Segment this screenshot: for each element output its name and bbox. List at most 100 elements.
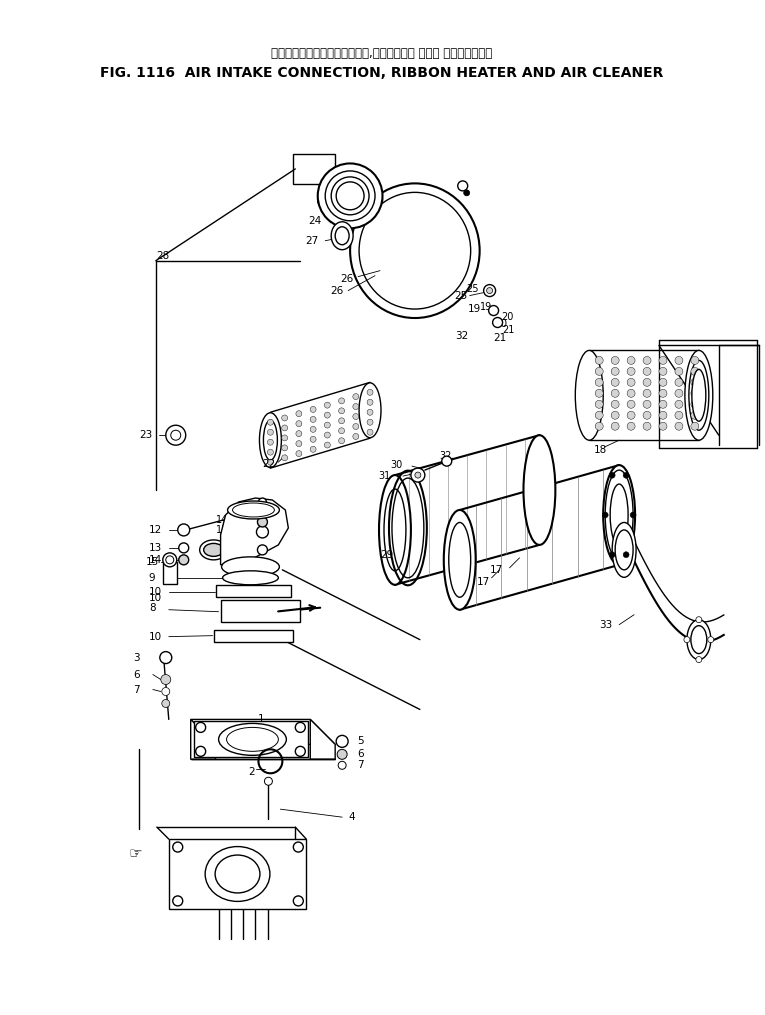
- Circle shape: [310, 426, 316, 432]
- Text: 12: 12: [149, 525, 162, 535]
- Circle shape: [595, 400, 603, 408]
- Circle shape: [196, 723, 206, 733]
- Circle shape: [339, 418, 344, 424]
- Circle shape: [353, 433, 359, 439]
- Text: 8: 8: [149, 603, 155, 613]
- Circle shape: [609, 552, 615, 557]
- Ellipse shape: [317, 163, 382, 228]
- Text: 6: 6: [357, 749, 363, 759]
- Ellipse shape: [215, 855, 260, 893]
- Circle shape: [293, 842, 303, 852]
- Ellipse shape: [687, 620, 711, 660]
- Text: 17: 17: [477, 577, 490, 587]
- Circle shape: [339, 398, 344, 404]
- Ellipse shape: [219, 724, 286, 755]
- Text: 33: 33: [599, 620, 613, 629]
- Circle shape: [282, 434, 288, 441]
- Circle shape: [310, 406, 316, 412]
- Bar: [293, 154, 335, 184]
- Circle shape: [160, 652, 172, 664]
- Ellipse shape: [444, 510, 476, 610]
- Circle shape: [659, 356, 667, 364]
- Text: FIG. 1116  AIR INTAKE CONNECTION, RIBBON HEATER AND AIR CLEANER: FIG. 1116 AIR INTAKE CONNECTION, RIBBON …: [100, 66, 664, 80]
- Text: 28: 28: [156, 251, 169, 261]
- Circle shape: [643, 356, 651, 364]
- Circle shape: [627, 400, 635, 408]
- Circle shape: [691, 411, 699, 419]
- Ellipse shape: [203, 543, 223, 556]
- Text: 30: 30: [390, 460, 402, 470]
- Circle shape: [630, 512, 636, 518]
- Text: 11: 11: [239, 540, 252, 550]
- Circle shape: [627, 422, 635, 430]
- Circle shape: [609, 472, 615, 478]
- Circle shape: [166, 425, 186, 446]
- Circle shape: [338, 761, 346, 769]
- Circle shape: [487, 287, 493, 293]
- Text: 29: 29: [380, 550, 393, 560]
- Ellipse shape: [692, 369, 706, 421]
- Polygon shape: [220, 498, 288, 564]
- Circle shape: [675, 422, 683, 430]
- Ellipse shape: [384, 489, 406, 570]
- Circle shape: [659, 422, 667, 430]
- Circle shape: [595, 390, 603, 397]
- Ellipse shape: [605, 470, 633, 560]
- Text: 24: 24: [308, 216, 321, 225]
- Ellipse shape: [603, 465, 635, 564]
- Circle shape: [282, 445, 288, 451]
- Circle shape: [256, 526, 269, 538]
- Text: 18: 18: [594, 446, 607, 455]
- Circle shape: [595, 379, 603, 387]
- Circle shape: [282, 455, 288, 461]
- Circle shape: [595, 356, 603, 364]
- Circle shape: [457, 181, 467, 191]
- Ellipse shape: [317, 186, 382, 216]
- Bar: [216, 585, 291, 597]
- Circle shape: [324, 422, 330, 428]
- Text: 1: 1: [258, 715, 264, 725]
- Circle shape: [295, 746, 305, 756]
- Circle shape: [336, 736, 348, 747]
- Ellipse shape: [331, 222, 353, 250]
- Ellipse shape: [233, 503, 275, 517]
- Circle shape: [296, 441, 302, 447]
- Circle shape: [611, 356, 619, 364]
- Text: 10: 10: [149, 631, 162, 641]
- Text: 14: 14: [216, 515, 228, 525]
- Circle shape: [179, 555, 189, 564]
- Circle shape: [196, 746, 206, 756]
- Circle shape: [367, 429, 373, 435]
- Text: 15: 15: [146, 557, 159, 566]
- Circle shape: [708, 636, 714, 642]
- Ellipse shape: [223, 570, 278, 585]
- Circle shape: [161, 675, 171, 684]
- Circle shape: [611, 411, 619, 419]
- Circle shape: [659, 411, 667, 419]
- Circle shape: [268, 450, 273, 455]
- Circle shape: [691, 356, 699, 364]
- Text: 4: 4: [348, 812, 355, 822]
- Text: 26: 26: [340, 274, 353, 283]
- Circle shape: [268, 419, 273, 425]
- Circle shape: [684, 636, 690, 642]
- Text: 19: 19: [467, 303, 481, 314]
- Circle shape: [627, 379, 635, 387]
- Ellipse shape: [336, 182, 364, 210]
- Circle shape: [489, 306, 499, 316]
- Ellipse shape: [200, 540, 227, 560]
- Circle shape: [595, 367, 603, 376]
- Text: 20: 20: [495, 319, 508, 329]
- Text: 17: 17: [490, 564, 503, 574]
- Circle shape: [166, 556, 174, 564]
- Ellipse shape: [335, 226, 349, 245]
- Circle shape: [415, 472, 421, 478]
- Text: 14: 14: [149, 555, 162, 565]
- Circle shape: [691, 367, 699, 376]
- Circle shape: [173, 842, 183, 852]
- Circle shape: [259, 498, 266, 506]
- Circle shape: [691, 400, 699, 408]
- Text: 13: 13: [149, 543, 162, 553]
- Circle shape: [611, 390, 619, 397]
- Circle shape: [627, 411, 635, 419]
